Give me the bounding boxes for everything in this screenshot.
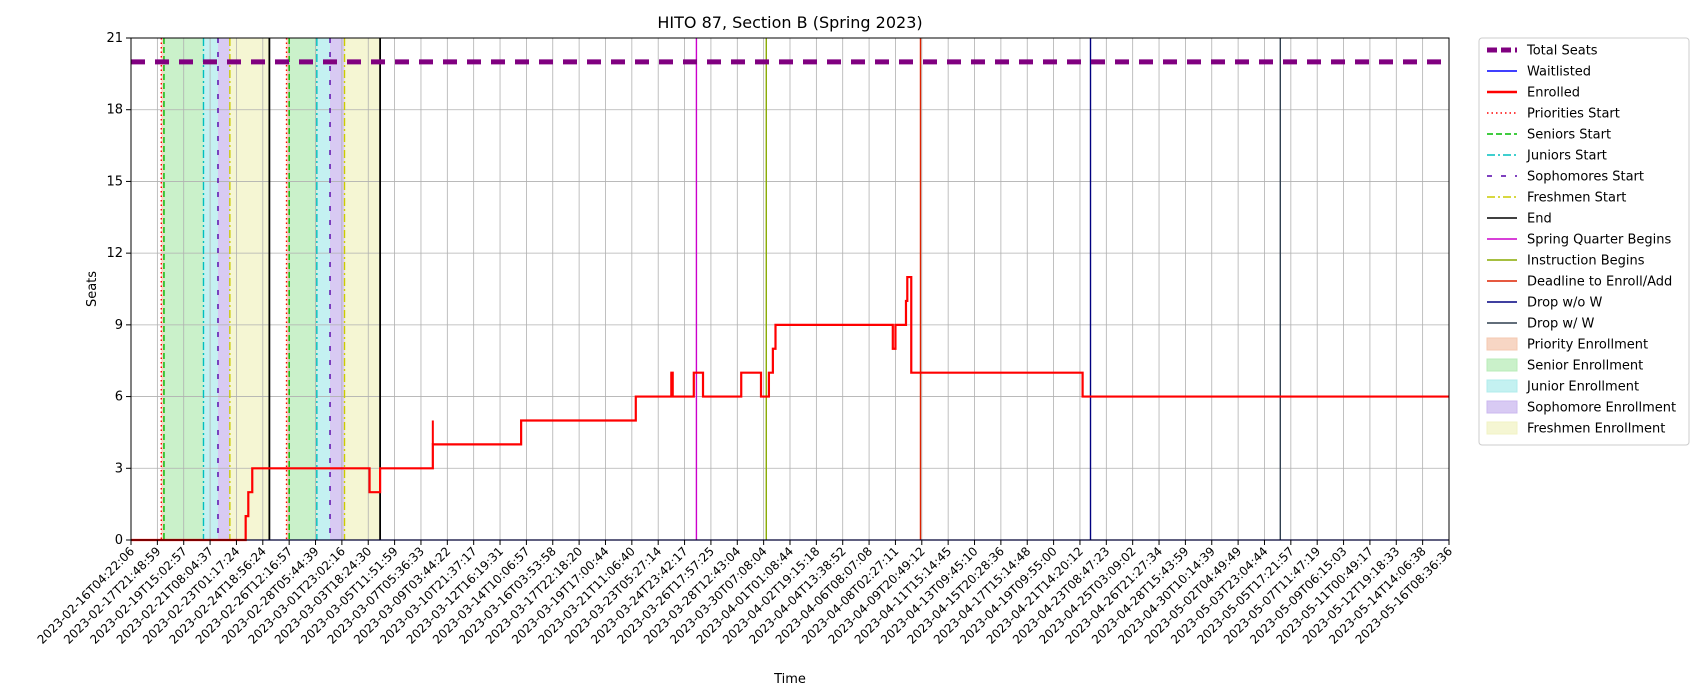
legend-label: Junior Enrollment: [1526, 380, 1639, 395]
legend-box: [1478, 37, 1690, 446]
legend-label: Total Seats: [1526, 44, 1598, 59]
legend-item-sophomore-enrollment: Sophomore Enrollment: [1486, 400, 1676, 416]
chart-title: HITO 87, Section B (Spring 2023): [657, 13, 922, 32]
y-tick-label: 12: [106, 246, 123, 261]
grid: [130, 37, 1450, 541]
region-priority-enrollment-1: [286, 38, 290, 540]
legend-item-freshmen-start: Freshmen Start: [1487, 191, 1626, 206]
y-tick-label: 21: [106, 31, 123, 46]
legend-item-priority-enrollment: Priority Enrollment: [1486, 337, 1648, 353]
x-axis-ticks: 2023-02-16T04:22:062023-02-17T21:48:5920…: [35, 540, 1455, 647]
legend-label: Senior Enrollment: [1527, 359, 1643, 374]
legend-label: Sophomore Enrollment: [1527, 401, 1676, 416]
legend-item-drop-w-w: Drop w/ W: [1487, 317, 1595, 332]
region-junior-enrollment-1: [316, 38, 331, 540]
region-senior-enrollment-1: [289, 38, 317, 540]
legend-label: Waitlisted: [1527, 65, 1591, 80]
legend-label: Drop w/o W: [1527, 296, 1603, 311]
y-tick-label: 9: [115, 318, 123, 333]
legend-label: Priorities Start: [1527, 107, 1620, 122]
legend-label: Deadline to Enroll/Add: [1527, 275, 1672, 290]
region-priority-enrollment-0: [161, 38, 164, 540]
legend-label: Priority Enrollment: [1527, 338, 1648, 353]
legend-label: Sophomores Start: [1527, 170, 1644, 185]
legend-swatch: [1486, 379, 1518, 393]
event-lines: [160, 38, 1281, 540]
region-sophomore-enrollment-1: [330, 38, 345, 540]
y-tick-label: 15: [106, 174, 123, 189]
legend-item-juniors-start: Juniors Start: [1487, 149, 1607, 164]
legend-label: Enrolled: [1527, 86, 1580, 101]
legend-label: Drop w/ W: [1527, 317, 1595, 332]
legend-item-waitlisted: Waitlisted: [1487, 65, 1591, 80]
legend-item-spring-quarter-begins: Spring Quarter Begins: [1487, 233, 1671, 248]
legend-swatch: [1486, 400, 1518, 414]
x-axis-label: Time: [773, 672, 806, 687]
legend-item-seniors-start: Seniors Start: [1487, 128, 1611, 143]
legend: Total Seats Waitlisted Enrolled Priorities …: [1478, 37, 1690, 446]
legend-label: Instruction Begins: [1527, 254, 1645, 269]
region-junior-enrollment-0: [203, 38, 218, 540]
legend-item-junior-enrollment: Junior Enrollment: [1486, 379, 1639, 395]
enrollment-regions: [161, 38, 381, 540]
legend-item-deadline-to-enroll-add: Deadline to Enroll/Add: [1487, 275, 1672, 290]
y-tick-label: 6: [115, 390, 123, 405]
legend-swatch: [1486, 358, 1518, 372]
legend-swatch: [1486, 337, 1518, 351]
y-tick-label: 0: [115, 533, 123, 548]
legend-swatch: [1486, 421, 1518, 435]
y-tick-label: 18: [106, 103, 123, 118]
y-axis-label: Seats: [85, 271, 100, 307]
legend-item-freshmen-enrollment: Freshmen Enrollment: [1486, 421, 1665, 437]
region-freshmen-enrollment-1: [344, 38, 381, 540]
legend-item-drop-w-o-w: Drop w/o W: [1487, 296, 1603, 311]
y-tick-label: 3: [115, 461, 123, 476]
legend-item-instruction-begins: Instruction Begins: [1487, 254, 1645, 269]
legend-label: Juniors Start: [1526, 149, 1607, 164]
legend-item-sophomores-start: Sophomores Start: [1487, 170, 1644, 185]
legend-label: End: [1527, 212, 1552, 227]
series-enrolled: [131, 275, 1449, 542]
region-sophomore-enrollment-0: [217, 38, 230, 540]
legend-label: Seniors Start: [1527, 128, 1611, 143]
legend-item-end: End: [1487, 212, 1552, 227]
legend-item-priorities-start: Priorities Start: [1487, 107, 1620, 122]
legend-label: Freshmen Enrollment: [1527, 422, 1665, 437]
legend-item-enrolled: Enrolled: [1487, 86, 1580, 101]
y-axis-ticks: 0 3 6 9 12 15 18 21: [106, 31, 131, 548]
legend-label: Spring Quarter Begins: [1527, 233, 1671, 248]
legend-item-total-seats: Total Seats: [1487, 44, 1598, 59]
region-freshmen-enrollment-0: [229, 38, 270, 540]
legend-label: Freshmen Start: [1527, 191, 1626, 206]
legend-item-senior-enrollment: Senior Enrollment: [1486, 358, 1643, 374]
